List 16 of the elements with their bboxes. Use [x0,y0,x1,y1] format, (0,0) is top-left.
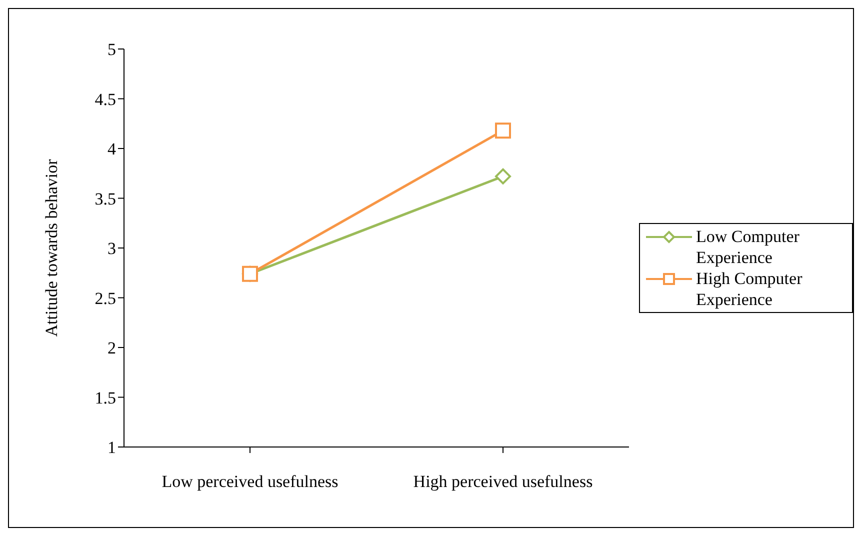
legend-label: High Computer Experience [696,268,804,310]
y-tick-label: 5 [108,40,116,60]
x-tick-label: High perceived usefulness [413,472,593,492]
y-tick-label: 2.5 [94,288,116,308]
point [495,168,511,184]
legend-label: Low Computer Experience [696,226,800,268]
y-tick-label: 1.5 [94,388,116,408]
point [495,122,511,139]
y-tick-label: 4.5 [94,90,116,109]
y-tick-label: 3 [108,239,116,258]
y-tick-label: 4 [108,140,116,159]
x-tick-label: Low perceived usefulness [162,472,338,492]
y-axis-title: Attitude towards behavior [42,158,62,337]
y-tick-label: 1 [108,438,116,458]
y-tick-label: 3.5 [94,189,116,208]
y-tick-label: 2 [108,338,116,358]
